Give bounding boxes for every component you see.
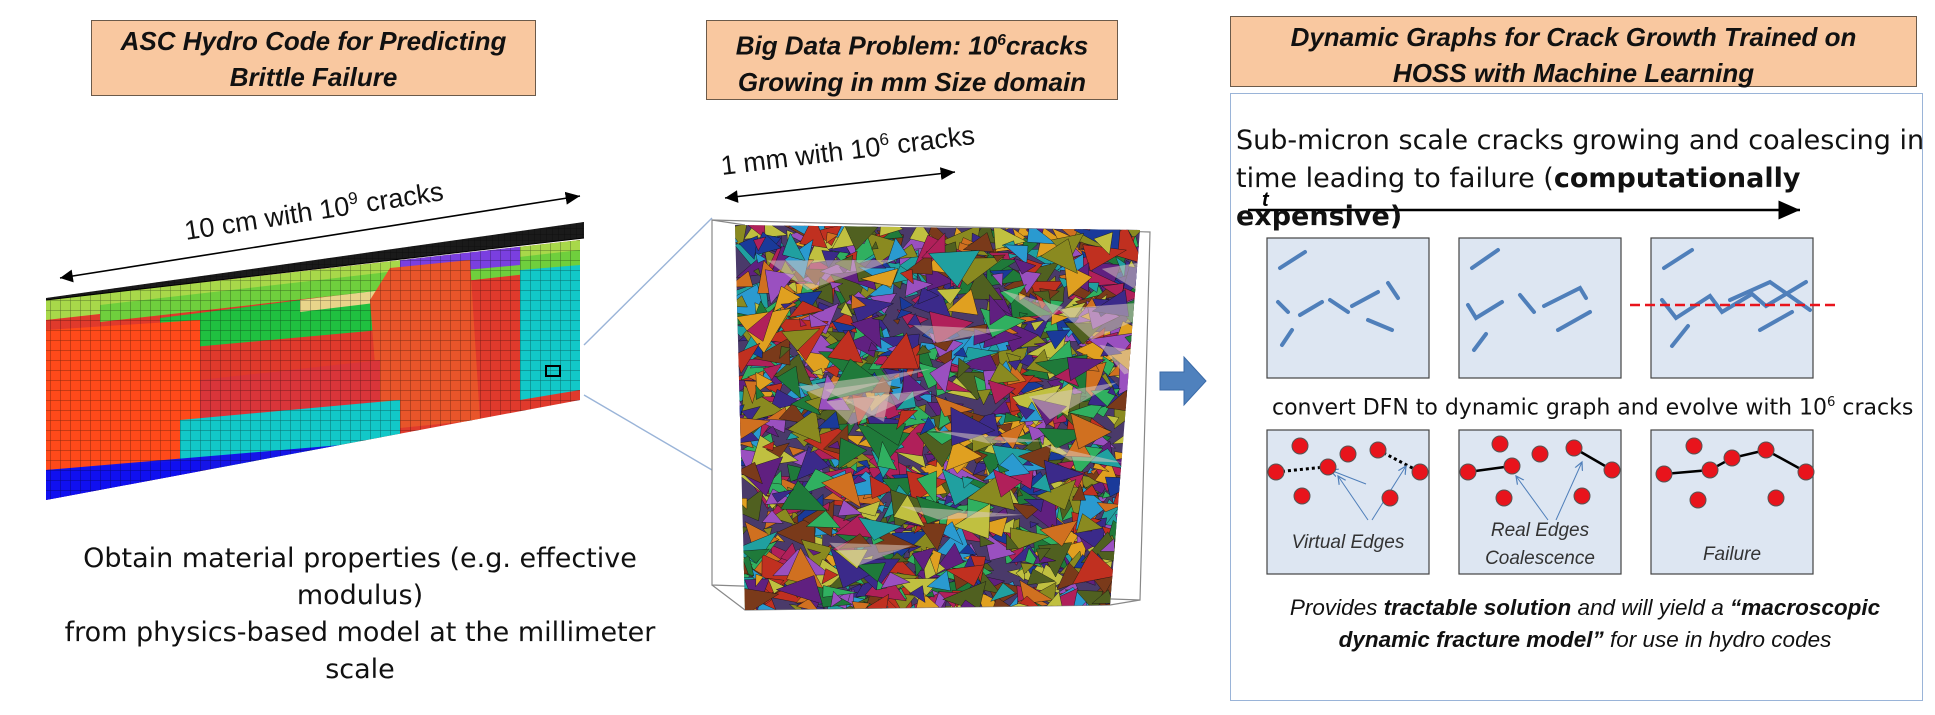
crack-panel-2	[1458, 237, 1622, 379]
hydro-mesh-block	[45, 191, 585, 500]
left-title-line1: ASC Hydro Code for Predicting	[120, 26, 507, 56]
right-title-line2: HOSS with Machine Learning	[1392, 58, 1755, 88]
zoom-line-top	[583, 217, 713, 346]
time-label: t	[1262, 189, 1270, 211]
provides-text: Provides tractable solution and will yie…	[1289, 595, 1881, 652]
left-caption: Obtain material properties (e.g. effecti…	[30, 540, 690, 688]
middle-title-line1: Big Data Problem: 106cracks	[735, 30, 1089, 61]
left-title-box: ASC Hydro Code for Predicting Brittle Fa…	[91, 20, 536, 96]
left-title-line2: Brittle Failure	[229, 62, 398, 92]
right-title-box: Dynamic Graphs for Crack Growth Trained …	[1230, 16, 1917, 88]
right-title-line1: Dynamic Graphs for Crack Growth Trained …	[1290, 22, 1857, 52]
middle-dimension-label: 1 mm with 106 cracks	[719, 119, 976, 181]
crack-panel-1	[1266, 237, 1430, 379]
coalescence-label: Coalescence	[1485, 548, 1595, 569]
transition-arrow	[1159, 355, 1207, 407]
graph-panel-1	[1266, 429, 1430, 575]
left-dimension-label: 10 cm with 109 cracks	[182, 175, 445, 246]
crack-cube	[711, 167, 1151, 611]
left-caption-line1: Obtain material properties (e.g. effecti…	[83, 543, 637, 611]
middle-title-box: Big Data Problem: 106cracks Growing in m…	[706, 20, 1118, 100]
zoom-line-bottom	[583, 394, 713, 471]
real-edges-label: Real Edges	[1491, 520, 1590, 541]
graph-panel-2	[1458, 429, 1622, 575]
intro-text: Sub-micron scale cracks growing and coal…	[1236, 125, 1925, 232]
virtual-edges-label: Virtual Edges	[1292, 532, 1405, 553]
middle-title-line2: Growing in mm Size domain	[737, 66, 1087, 97]
left-caption-line2: from physics-based model at the millimet…	[64, 617, 656, 685]
crack-panel-3	[1630, 237, 1836, 379]
intro-bold: computationally expensive)	[1236, 163, 1801, 232]
graph-panel-3	[1650, 429, 1815, 575]
failure-label: Failure	[1703, 544, 1761, 565]
convert-text: convert DFN to dynamic graph and evolve …	[1272, 395, 1914, 421]
right-panel-frame	[1230, 93, 1923, 701]
